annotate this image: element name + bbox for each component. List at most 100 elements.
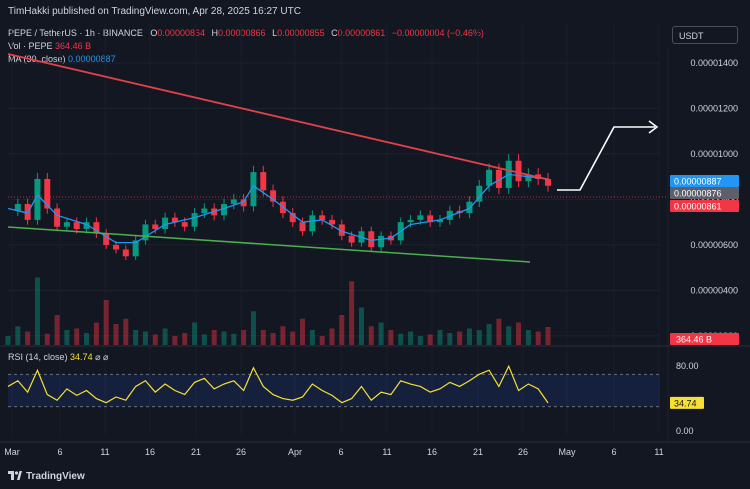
candle-body (407, 219, 414, 223)
volume-bar (447, 333, 453, 345)
volume-bar (388, 330, 394, 345)
volume-bar (221, 331, 227, 345)
rsi-settings-icon[interactable]: ⌀ ⌀ (95, 352, 109, 362)
candle-body (446, 210, 453, 220)
price-label: 0.00000861 (674, 202, 722, 212)
candle-body (427, 215, 434, 223)
volume-bar (525, 330, 531, 345)
volume-bar (270, 333, 276, 345)
ma-legend: MA (30, close) 0.00000887 (8, 54, 116, 64)
ohlc-open-label: O (150, 28, 158, 38)
x-tick-label: Mar (4, 447, 20, 457)
ohlc-close-label: C (331, 28, 338, 38)
candle-body (230, 199, 237, 204)
symbol-name[interactable]: PEPE / TetherUS · 1h · BINANCE (8, 28, 143, 38)
candle-body (44, 178, 51, 209)
volume-bar (535, 331, 541, 345)
x-tick-label: 16 (145, 447, 155, 457)
candle-body (152, 224, 159, 229)
volume-bar (201, 334, 207, 345)
candle-body (113, 244, 119, 250)
ohlc-open-value: 0.00000864 (157, 28, 205, 38)
volume-bar (241, 330, 247, 345)
x-tick-label: May (558, 447, 576, 457)
y-tick-label: 0.00000600 (690, 240, 738, 250)
price-label-bg (670, 187, 739, 199)
volume-bar (5, 336, 11, 345)
rsi-band (8, 374, 660, 407)
volume-bar (329, 328, 335, 345)
x-tick-label: 21 (191, 447, 201, 457)
volume-bar (25, 331, 31, 345)
candle-body (486, 169, 493, 186)
ohlc-close-value: 0.00000861 (337, 28, 386, 38)
candle-body (221, 203, 227, 216)
volume-bar (182, 333, 188, 345)
ohlc-high-label: H (211, 28, 219, 38)
candle-body (368, 231, 375, 248)
volume-bar (172, 336, 178, 345)
price-label: 0.00000887 (674, 177, 722, 187)
ma-value: 0.00000887 (68, 54, 116, 64)
rsi-value: 34.74 (70, 352, 93, 362)
tradingview-brand: TradingView (26, 471, 85, 482)
volume-bar (44, 333, 50, 345)
x-tick-label: 26 (236, 447, 246, 457)
candle-body (73, 222, 80, 229)
price-change: −0.00000004 (−0.46%) (391, 28, 484, 38)
candle-body (63, 222, 70, 227)
tradingview-logo-icon (8, 471, 22, 480)
x-tick-label: 6 (611, 447, 616, 457)
volume-bar (378, 322, 384, 345)
volume-bar (74, 328, 80, 345)
rsi-axis-label: 34.74 (674, 398, 697, 408)
publisher-text: TimHakki published on TradingView.com, A… (8, 6, 301, 17)
rsi-label[interactable]: RSI (14, close) (8, 352, 68, 362)
candle-body (181, 222, 188, 227)
volume-bar (398, 333, 404, 345)
candle-body (93, 222, 100, 234)
candle-body (437, 219, 443, 223)
candle-body (260, 172, 267, 191)
candle-body (348, 235, 355, 243)
ma-label[interactable]: MA (30, close) (8, 54, 66, 64)
candle-body (162, 217, 169, 229)
y-tick-label: 0.00001000 (690, 149, 738, 159)
volume-bar (516, 322, 522, 345)
candle-body (495, 169, 502, 189)
volume-bar (64, 330, 70, 345)
volume-bar (300, 318, 306, 345)
ma-line (7, 173, 549, 244)
candle-body (14, 203, 21, 211)
candle-body (83, 222, 90, 229)
volume-bar (113, 324, 119, 345)
volume-bar (339, 315, 345, 345)
volume-bar (457, 331, 463, 345)
candle-body (34, 178, 41, 220)
candle-body (270, 190, 277, 202)
candle-body (132, 240, 139, 257)
volume-bar (54, 315, 60, 345)
candle-body (103, 233, 110, 245)
volume-bar (211, 330, 217, 345)
candle-body (240, 199, 247, 207)
x-tick-label: 11 (654, 447, 663, 457)
volume-bar (231, 333, 237, 345)
candle-body (201, 208, 208, 214)
candle-body (338, 224, 345, 236)
currency-button[interactable]: USDT (672, 26, 738, 44)
ohlc-low-label: L (272, 28, 278, 38)
volume-axis-label: 364.46 B (676, 335, 712, 345)
volume-bar (103, 300, 109, 345)
volume-label[interactable]: Vol · PEPE (8, 41, 53, 51)
x-tick-label: 11 (382, 447, 391, 457)
rsi-line (7, 364, 549, 404)
volume-bar (408, 331, 414, 345)
y-tick-label: 0.00000800 (690, 194, 738, 204)
volume-bar (162, 328, 168, 345)
rsi-level-label: 80.00 (676, 361, 699, 371)
volume-bar (280, 326, 286, 345)
volume-bar (506, 326, 512, 345)
candle-body (319, 215, 326, 220)
